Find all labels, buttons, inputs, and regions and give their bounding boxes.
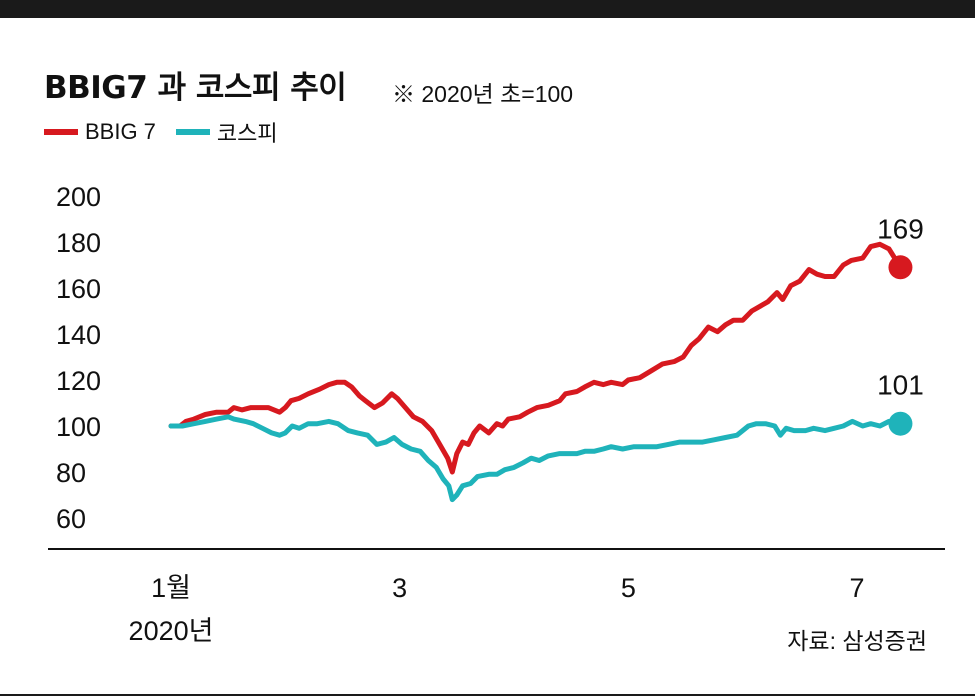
series-line-kospi <box>168 414 903 503</box>
x-tick-sublabel: 2020년 <box>129 616 214 646</box>
chart-note: ※ 2020년 초=100 <box>392 81 574 107</box>
end-marker-kospi <box>888 411 913 436</box>
x-tick-label: 5 <box>621 573 636 603</box>
y-tick-label: 160 <box>56 274 101 304</box>
chart-title: BBIG7 과 코스피 추이 <box>44 70 347 106</box>
x-tick-label: 7 <box>849 573 864 603</box>
series-group <box>168 241 903 503</box>
y-tick-label: 100 <box>56 412 101 442</box>
legend-item-bbig7: BBIG 7 <box>44 119 156 145</box>
end-value-label: 169 <box>877 213 924 244</box>
x-axis: 1월 2020년 3 5 7 <box>129 573 865 646</box>
legend-swatch-bbig7 <box>44 129 78 135</box>
y-tick-label: 120 <box>56 366 101 396</box>
bottom-border-line <box>0 694 975 696</box>
y-tick-label: 200 <box>56 182 101 212</box>
x-tick-label: 3 <box>392 573 407 603</box>
y-tick-label: 80 <box>56 458 86 488</box>
end-marker-bbig7 <box>888 255 913 280</box>
legend-label-kospi: 코스피 <box>216 121 278 146</box>
series-line-bbig7 <box>168 241 903 475</box>
y-tick-label: 140 <box>56 320 101 350</box>
end-value-label: 101 <box>877 370 924 401</box>
source-note: 자료: 삼성증권 <box>787 628 927 654</box>
y-axis: 200 180 160 140 120 100 80 60 <box>56 182 101 534</box>
x-tick-label: 1월 <box>151 573 191 603</box>
y-tick-label: 60 <box>56 504 86 534</box>
top-border-bar <box>0 0 975 18</box>
legend-swatch-kospi <box>175 129 210 135</box>
end-markers: 169 101 <box>877 213 924 436</box>
legend-label-bbig7: BBIG 7 <box>85 119 156 144</box>
chart-legend: BBIG 7 코스피 <box>44 116 298 148</box>
legend-item-kospi: 코스피 <box>175 116 278 148</box>
y-tick-label: 180 <box>56 228 101 258</box>
